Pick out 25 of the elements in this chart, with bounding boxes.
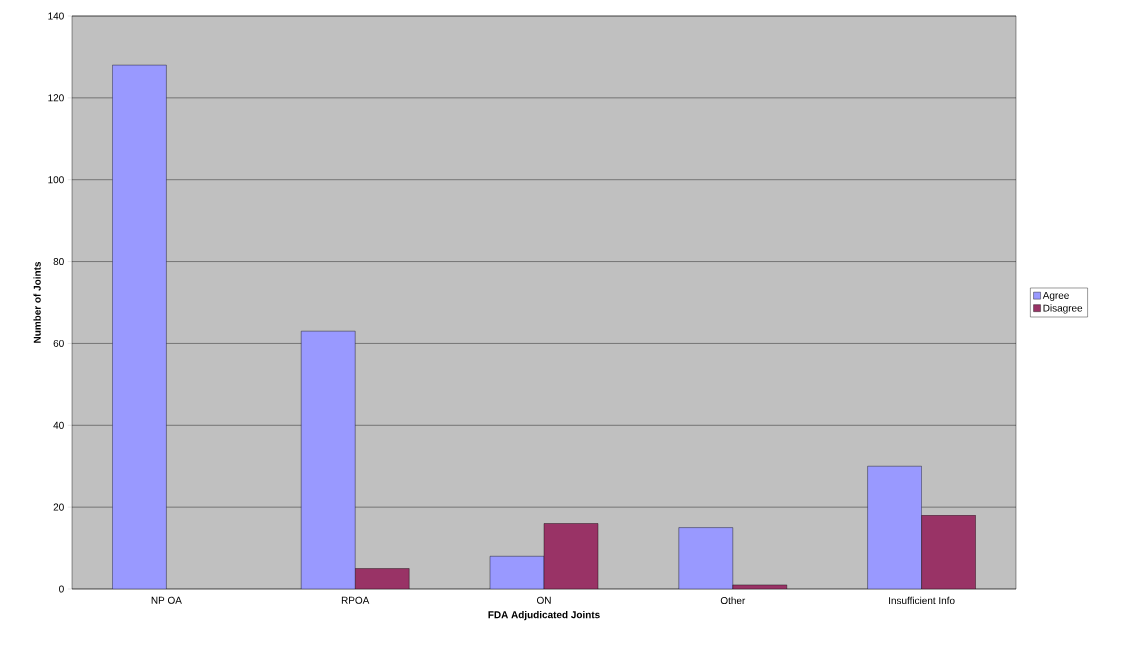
bar bbox=[355, 568, 410, 589]
y-tick-label: 40 bbox=[53, 421, 64, 429]
y-tick-label: 80 bbox=[53, 258, 64, 266]
x-tick-label: RPOA bbox=[341, 596, 370, 604]
y-tick-label: 100 bbox=[48, 176, 64, 184]
x-tick-label: NP OA bbox=[151, 596, 182, 604]
y-axis-title: Number of Joints bbox=[33, 261, 41, 343]
y-tick-label: 0 bbox=[59, 585, 64, 593]
bar bbox=[301, 330, 356, 589]
x-axis-title: FDA Adjudicated Joints bbox=[488, 610, 600, 621]
legend-label: Disagree bbox=[1043, 304, 1083, 314]
y-tick-label: 140 bbox=[48, 12, 64, 20]
bar bbox=[867, 466, 922, 589]
bar bbox=[489, 556, 545, 589]
bar bbox=[112, 64, 167, 589]
bar bbox=[921, 515, 976, 589]
bar bbox=[543, 523, 599, 589]
bar bbox=[678, 527, 733, 589]
y-tick-label: 20 bbox=[53, 503, 64, 511]
x-tick-label: ON bbox=[537, 596, 551, 604]
y-tick-label: 60 bbox=[53, 339, 64, 347]
x-tick-label: Insufficient Info bbox=[889, 596, 955, 605]
x-tick-label: Other bbox=[720, 596, 746, 605]
y-tick-label: 120 bbox=[48, 94, 64, 102]
legend-label: Agree bbox=[1042, 291, 1069, 301]
